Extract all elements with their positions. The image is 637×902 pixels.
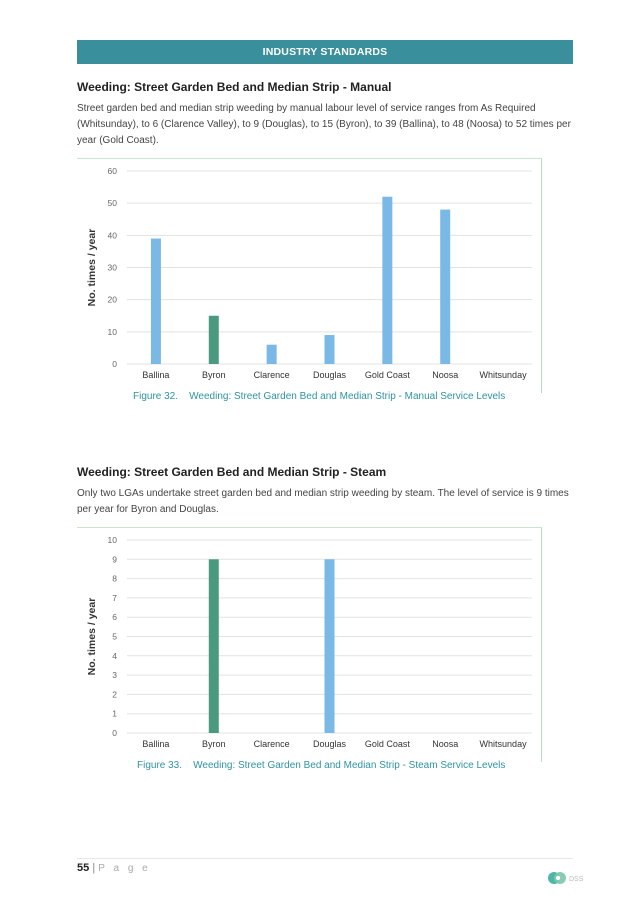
x-tick-label: Noosa bbox=[432, 370, 458, 380]
y-tick-label: 0 bbox=[112, 728, 117, 738]
x-tick-label: Byron bbox=[202, 370, 226, 380]
y-tick-label: 0 bbox=[112, 359, 117, 369]
bar-chart-manual: 0 10 20 30 40 50 60 No. times / year Ballina Byro… bbox=[86, 166, 532, 380]
section-heading-steam: Weeding: Street Garden Bed and Median St… bbox=[77, 465, 387, 479]
bar-douglas bbox=[324, 335, 335, 364]
bar-clarence bbox=[266, 344, 277, 364]
figure-caption-steam: Figure 33. Weeding: Street Garden Bed an… bbox=[137, 760, 505, 771]
x-tick-label: Whitsunday bbox=[480, 370, 528, 380]
y-tick-label: 3 bbox=[112, 670, 117, 680]
organisation-logo: DSS bbox=[547, 870, 587, 886]
y-tick-label: 20 bbox=[108, 295, 118, 305]
bar-chart-steam: 0 1 2 3 4 5 6 7 8 9 10 No. times / year Ballina Byron… bbox=[86, 535, 532, 749]
page-separator: | bbox=[92, 862, 96, 874]
figure-number: Figure 32. bbox=[133, 391, 179, 402]
figure-title: Weeding: Street Garden Bed and Median St… bbox=[189, 391, 506, 402]
y-tick-label: 60 bbox=[108, 166, 118, 176]
y-tick-label: 6 bbox=[112, 612, 117, 622]
bar-douglas bbox=[324, 559, 335, 733]
y-tick-label: 1 bbox=[112, 709, 117, 719]
y-tick-label: 5 bbox=[112, 632, 117, 642]
bar-ballina bbox=[150, 238, 161, 364]
x-tick-label: Whitsunday bbox=[480, 739, 528, 749]
section-heading-manual: Weeding: Street Garden Bed and Median St… bbox=[77, 80, 392, 94]
page-number: 55 | P a g e bbox=[77, 862, 151, 874]
x-tick-label: Douglas bbox=[313, 739, 347, 749]
y-tick-label: 4 bbox=[112, 651, 117, 661]
y-axis-label: No. times / year bbox=[86, 598, 98, 676]
y-tick-label: 8 bbox=[112, 574, 117, 584]
paragraph-manual: Street garden bed and median strip weedi… bbox=[77, 103, 571, 146]
svg-text:DSS: DSS bbox=[569, 876, 584, 883]
x-tick-label: Clarence bbox=[254, 370, 290, 380]
y-tick-label: 50 bbox=[108, 198, 118, 208]
x-tick-label: Gold Coast bbox=[365, 739, 411, 749]
chart-manual: 0 10 20 30 40 50 60 No. times / year Ballina Byro… bbox=[77, 158, 542, 393]
x-tick-label: Gold Coast bbox=[365, 370, 411, 380]
y-tick-label: 40 bbox=[108, 230, 118, 240]
bar-noosa bbox=[440, 209, 451, 364]
x-tick-label: Byron bbox=[202, 739, 226, 749]
figure-caption-manual: Figure 32. Weeding: Street Garden Bed an… bbox=[133, 391, 505, 402]
y-tick-label: 9 bbox=[112, 554, 117, 564]
paragraph-steam: Only two LGAs undertake street garden be… bbox=[77, 488, 569, 515]
y-tick-label: 10 bbox=[108, 327, 118, 337]
footer-divider bbox=[77, 858, 573, 859]
x-tick-label: Noosa bbox=[432, 739, 458, 749]
bar-byron bbox=[208, 315, 219, 364]
figure-title: Weeding: Street Garden Bed and Median St… bbox=[193, 760, 506, 771]
bar-gold-coast bbox=[382, 196, 393, 364]
x-tick-label: Ballina bbox=[142, 370, 169, 380]
figure-number: Figure 33. bbox=[137, 760, 183, 771]
y-tick-label: 30 bbox=[108, 263, 118, 273]
y-tick-label: 2 bbox=[112, 689, 117, 699]
page-word: P a g e bbox=[98, 863, 151, 874]
page-number-value: 55 bbox=[77, 862, 90, 874]
x-tick-label: Douglas bbox=[313, 370, 347, 380]
y-tick-label: 10 bbox=[108, 535, 118, 545]
chart-steam: 0 1 2 3 4 5 6 7 8 9 10 No. times / year Ballina Byron… bbox=[77, 527, 542, 762]
x-tick-label: Ballina bbox=[142, 739, 169, 749]
y-tick-label: 7 bbox=[112, 593, 117, 603]
bar-byron bbox=[208, 559, 219, 733]
section-banner: INDUSTRY STANDARDS bbox=[77, 40, 573, 64]
x-tick-label: Clarence bbox=[254, 739, 290, 749]
y-axis-label: No. times / year bbox=[86, 229, 98, 307]
logo-icon: DSS bbox=[548, 872, 584, 884]
